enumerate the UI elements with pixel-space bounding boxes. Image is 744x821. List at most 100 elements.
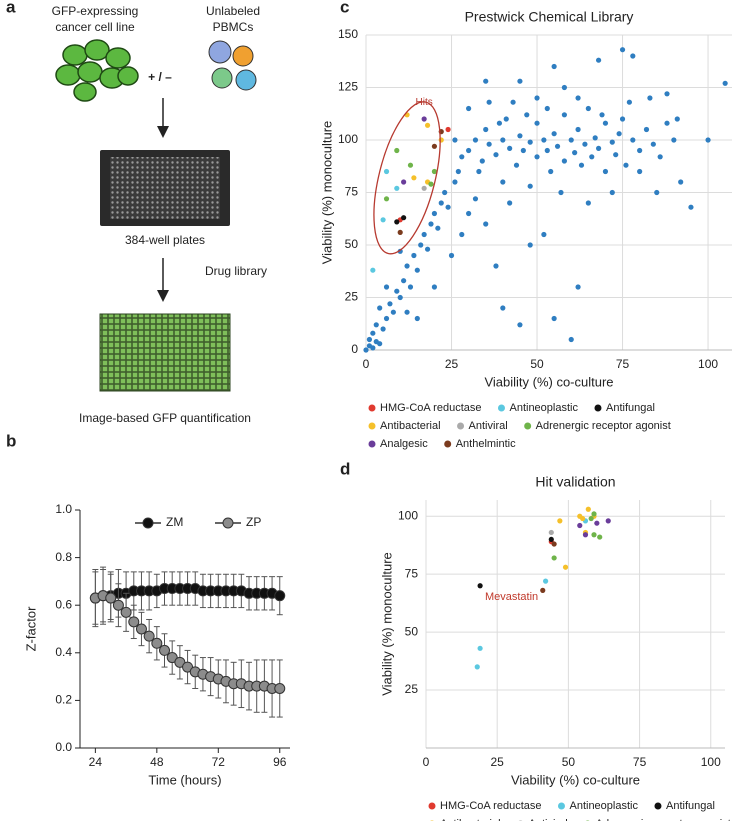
point [643, 126, 650, 133]
y-tick-label: 75 [345, 185, 359, 199]
point [483, 126, 489, 133]
cancer-cells [55, 39, 139, 102]
point [595, 57, 602, 63]
point [657, 154, 663, 160]
legend-label: Antiviral [469, 420, 508, 432]
y-tick-label: 75 [405, 566, 419, 580]
point [383, 284, 390, 290]
point [527, 139, 533, 145]
point [466, 210, 472, 217]
point [548, 529, 554, 536]
point [472, 196, 479, 202]
point [543, 578, 549, 584]
point [373, 322, 379, 328]
point [544, 105, 550, 112]
x-tick-label: 0 [423, 755, 430, 769]
annotation: Mevastatin [485, 591, 538, 603]
point [671, 137, 677, 143]
point [414, 267, 420, 273]
point [626, 99, 632, 105]
point [424, 122, 431, 128]
point [630, 137, 636, 143]
point [370, 330, 376, 336]
point [575, 284, 581, 290]
panel-label: a [6, 0, 16, 16]
point [561, 112, 567, 118]
x-tick-label: 50 [530, 357, 544, 371]
point [541, 231, 547, 238]
point [394, 185, 400, 191]
point [377, 305, 383, 311]
point [418, 242, 424, 248]
point [510, 99, 516, 105]
quant-label: Image-based GFP quantification [79, 411, 251, 425]
point [678, 179, 684, 185]
legend-label: Antibacterial [440, 818, 501, 821]
legend-label: Analgesic [380, 438, 428, 450]
point [397, 229, 403, 235]
point [580, 515, 586, 522]
point [366, 336, 373, 343]
point [500, 305, 506, 311]
point [483, 221, 489, 227]
point [551, 131, 557, 137]
legend-label: Antineoplastic [509, 402, 578, 414]
legend-label: ZM [166, 515, 183, 529]
point [524, 112, 530, 118]
point [431, 143, 438, 149]
point [722, 80, 728, 86]
point [435, 225, 441, 231]
marker [274, 683, 286, 694]
point [424, 246, 431, 252]
point [455, 168, 461, 175]
x-tick-label: 25 [445, 357, 459, 371]
point [421, 231, 427, 238]
point [647, 95, 653, 101]
x-axis-label: Viability (%) co-culture [511, 772, 640, 787]
marker [274, 590, 286, 602]
panel-label: b [6, 431, 16, 450]
point [589, 154, 595, 160]
point [578, 162, 585, 168]
point [575, 95, 581, 101]
y-tick-label: 0 [351, 342, 358, 356]
x-tick-label: 75 [616, 357, 630, 371]
point [534, 154, 540, 160]
point [540, 587, 546, 593]
legend-label: Antifungal [666, 800, 715, 812]
point [500, 179, 506, 185]
point [411, 252, 417, 259]
point [637, 168, 643, 175]
x-tick-label: 50 [562, 755, 576, 769]
point [401, 278, 407, 284]
legend-label: Antineoplastic [569, 800, 638, 812]
legend-marker [654, 802, 662, 810]
point [466, 105, 472, 112]
point [572, 150, 578, 156]
point [605, 518, 611, 524]
point [534, 95, 540, 101]
y-tick-label: 0.2 [55, 693, 72, 707]
legend-label: HMG-CoA reductase [380, 402, 481, 414]
point [558, 189, 564, 196]
point [630, 53, 636, 59]
pbmc-label: PBMCs [213, 20, 254, 34]
point [428, 221, 434, 227]
legend-marker [444, 440, 452, 448]
marker [120, 606, 132, 618]
point [602, 120, 609, 126]
point [650, 141, 656, 147]
legend-label: Antibacterial [380, 420, 441, 432]
point [582, 532, 589, 538]
point [619, 47, 626, 53]
point [476, 168, 482, 175]
x-axis-label: Time (hours) [148, 772, 221, 787]
point [421, 116, 427, 122]
legend-label: HMG-CoA reductase [440, 800, 541, 812]
point [664, 120, 670, 126]
point [575, 126, 581, 133]
panel-label: d [340, 459, 350, 478]
point [597, 534, 603, 540]
marker [143, 630, 155, 642]
